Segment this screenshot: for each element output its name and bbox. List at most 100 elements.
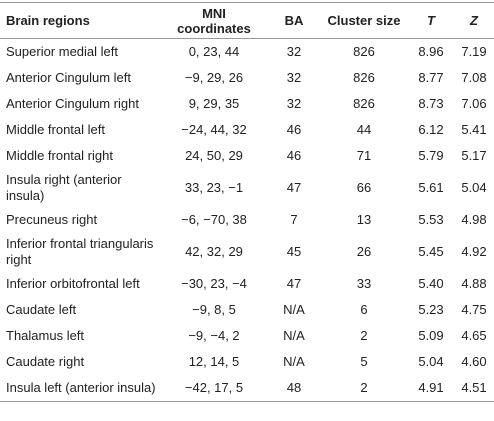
- table-cell: 4.98: [461, 212, 487, 227]
- table-cell: 12, 14, 5: [188, 354, 240, 369]
- table-row: Anterior Cingulum right 9, 29, 35 32 826 8.7…: [0, 91, 494, 117]
- table-cell: 32: [286, 96, 302, 111]
- table-cell: 33, 23, −1: [184, 180, 244, 195]
- table-cell: 47: [286, 276, 302, 291]
- table-row: Middle frontal right 24, 50, 29 46 71 5.79 5.…: [0, 143, 494, 169]
- header-row: Brain regions MNI coordinates BA Cluster si…: [0, 2, 494, 39]
- table-cell: 4.92: [461, 244, 487, 259]
- table-cell: Caudate right: [6, 354, 85, 369]
- table-row: Caudate right 12, 14, 5 N/A 5 5.04 4.60: [0, 349, 494, 375]
- table-cell: 13: [356, 212, 372, 227]
- table-row: Inferior frontal triangularis right 42, 3…: [0, 233, 494, 271]
- table-cell: N/A: [283, 354, 305, 369]
- table-cell: −30, 23, −4: [181, 276, 247, 291]
- table-cell: Insula left (anterior insula): [0, 375, 160, 402]
- table-cell: 5.61: [418, 180, 444, 195]
- table-cell: 826: [353, 70, 375, 85]
- table-cell: −9, 29, 26: [184, 70, 244, 85]
- header-cell: Cluster size: [320, 2, 408, 39]
- table-row: Insula right (anterior insula) 33, 23, −1…: [0, 169, 494, 207]
- table-cell: 826: [353, 96, 375, 111]
- table-cell: 7.19: [461, 44, 487, 59]
- table-cell: 44: [356, 122, 372, 137]
- table-cell: −24, 44, 32: [181, 122, 247, 137]
- table-cell: Anterior Cingulum left: [6, 70, 131, 85]
- table-cell: 5.04: [418, 354, 444, 369]
- table-cell: 33: [356, 276, 372, 291]
- table-cell: Inferior orbitofrontal left: [6, 276, 140, 291]
- table-cell: 46: [286, 148, 302, 163]
- table-cell: 8.77: [418, 70, 444, 85]
- table-cell: 32: [286, 44, 302, 59]
- table-row: Middle frontal left −24, 44, 32 46 44 6.12 5.…: [0, 117, 494, 143]
- table-cell: 4.75: [461, 302, 487, 317]
- table-cell: 5.53: [418, 212, 444, 227]
- table-row: Caudate left −9, 8, 5 N/A 6 5.23 4.75: [0, 297, 494, 323]
- table-cell: 2: [360, 328, 368, 343]
- table-cell: 26: [356, 244, 372, 259]
- table-cell: 4.60: [461, 354, 487, 369]
- table-cell: 826: [353, 44, 375, 59]
- table-cell: 8.73: [418, 96, 444, 111]
- table-cell: 66: [356, 180, 372, 195]
- results-table: Brain regions MNI coordinates BA Cluster si…: [0, 2, 494, 402]
- table-cell: 9, 29, 35: [188, 96, 240, 111]
- table-cell: 5.09: [418, 328, 444, 343]
- table-cell: 5.41: [461, 122, 487, 137]
- header-cell: Brain regions: [0, 2, 160, 39]
- table-cell: Inferior frontal triangularis right: [6, 236, 154, 267]
- table-cell: 45: [286, 244, 302, 259]
- table-cell: Superior medial left: [6, 44, 118, 59]
- table-cell: 42, 32, 29: [185, 244, 243, 259]
- table-cell: 5: [360, 354, 368, 369]
- table-cell: 7.08: [461, 70, 487, 85]
- table-cell: N/A: [283, 328, 305, 343]
- table-cell: 48: [268, 375, 320, 402]
- table-cell: 5.79: [418, 148, 444, 163]
- table-cell: Thalamus left: [6, 328, 85, 343]
- table-cell: Anterior Cingulum right: [6, 96, 139, 111]
- table-row: Superior medial left 0, 23, 44 32 826 8.96 7.…: [0, 39, 494, 66]
- table-cell: −9, 8, 5: [192, 302, 236, 317]
- table-cell: 32: [286, 70, 302, 85]
- table-cell: −6, −70, 38: [181, 212, 247, 227]
- table-cell: 4.88: [461, 276, 487, 291]
- table-cell: Precuneus right: [6, 212, 98, 227]
- table-cell: 5.23: [418, 302, 444, 317]
- table-cell: 5.04: [461, 180, 487, 195]
- table-row: Precuneus right −6, −70, 38 7 13 5.53 4.98: [0, 207, 494, 233]
- table-cell: 8.96: [418, 44, 444, 59]
- table-cell: 24, 50, 29: [185, 148, 243, 163]
- table-cell: Caudate left: [6, 302, 77, 317]
- table-cell: Middle frontal right: [6, 148, 113, 163]
- table-cell: 7: [290, 212, 298, 227]
- table-row: Anterior Cingulum left −9, 29, 26 32 826 8.7…: [0, 65, 494, 91]
- table-cell: 71: [356, 148, 372, 163]
- table-cell: Middle frontal left: [6, 122, 105, 137]
- table-cell: 7.06: [461, 96, 487, 111]
- table-cell: N/A: [283, 302, 305, 317]
- table-cell: Insula right (anterior insula): [6, 172, 122, 203]
- table-cell: 0, 23, 44: [188, 44, 240, 59]
- table-cell: −42, 17, 5: [160, 375, 268, 402]
- table-body: Superior medial left 0, 23, 44 32 826 8.96 7.…: [0, 39, 494, 402]
- table-cell: 6: [360, 302, 368, 317]
- table-cell: 47: [286, 180, 302, 195]
- table-row: Inferior orbitofrontal left −30, 23, −4 47…: [0, 271, 494, 297]
- table-cell: 5.40: [418, 276, 444, 291]
- table-cell: 4.51: [454, 375, 494, 402]
- table-cell: 4.91: [408, 375, 454, 402]
- table-cell: 4.65: [461, 328, 487, 343]
- table-cell: −9, −4, 2: [188, 328, 240, 343]
- header-cell: T: [408, 2, 454, 39]
- table-cell: 46: [286, 122, 302, 137]
- table-cell: 6.12: [418, 122, 444, 137]
- header-cell: MNI coordinates: [160, 2, 268, 39]
- table-cell: 5.45: [418, 244, 444, 259]
- table-row: Thalamus left −9, −4, 2 N/A 2 5.09 4.65: [0, 323, 494, 349]
- table-cell: 2: [320, 375, 408, 402]
- header-cell: BA: [268, 2, 320, 39]
- table-cell: 5.17: [461, 148, 487, 163]
